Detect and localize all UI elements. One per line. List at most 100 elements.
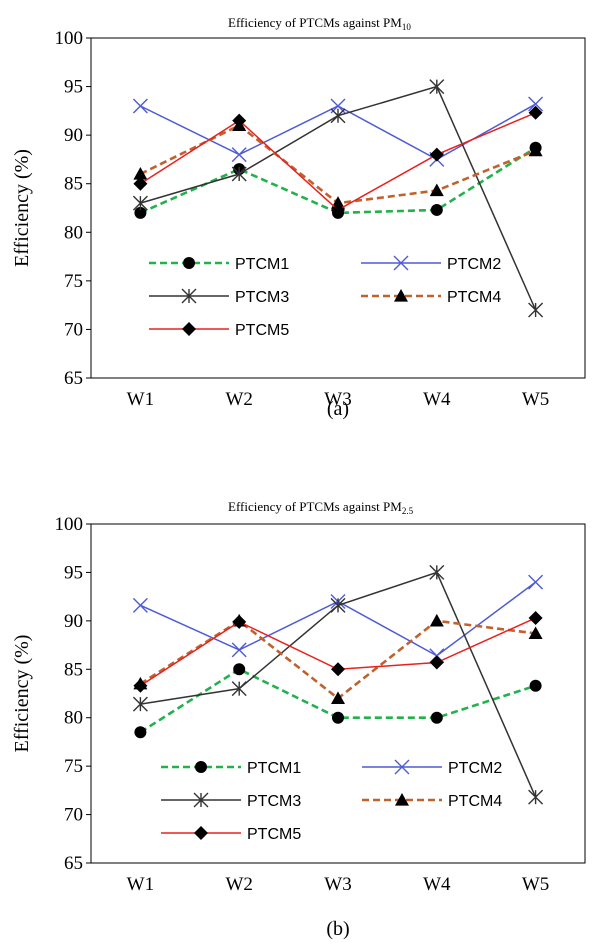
data-point <box>232 113 247 128</box>
legend: PTCM1 PTCM2 PTCM3 PTCM4 PTCM5 <box>161 759 502 843</box>
y-tick-label: 100 <box>55 514 84 535</box>
legend-label: PTCM1 <box>247 760 301 777</box>
chart-a: Efficiency of PTCMs against PM10 65 70 75 80… <box>11 15 586 420</box>
chart-title-main: Efficiency of PTCMs against PM <box>228 499 402 514</box>
y-tick-label: 95 <box>64 77 83 98</box>
x-tick-label: W1 <box>127 389 154 410</box>
y-tick-label: 95 <box>64 562 83 583</box>
y-tick-label: 75 <box>64 756 83 777</box>
data-point <box>134 206 147 219</box>
legend-label: PTCM5 <box>235 322 289 339</box>
data-point <box>132 98 148 114</box>
data-point <box>528 610 543 625</box>
plot-frame <box>90 37 586 379</box>
legend-item: PTCM2 <box>361 255 501 273</box>
y-tick-label: 80 <box>64 708 83 729</box>
legend-marker <box>393 255 409 271</box>
legend-marker <box>182 322 196 336</box>
data-point <box>133 167 148 180</box>
legend-label: PTCM5 <box>247 826 301 843</box>
x-tick-label: W5 <box>522 874 549 895</box>
chart-title: Efficiency of PTCMs against PM10 <box>228 15 411 32</box>
chart-b: Efficiency of PTCMs against PM2.5 65 70 75 8… <box>11 499 586 940</box>
plot-frame <box>90 523 586 864</box>
data-point <box>528 626 543 640</box>
legend-item: PTCM4 <box>361 289 501 306</box>
y-tick-label: 90 <box>64 611 83 632</box>
legend-label: PTCM2 <box>448 760 502 777</box>
y-tick-label: 65 <box>64 853 83 874</box>
legend-item: PTCM5 <box>161 826 301 843</box>
data-point <box>132 597 148 613</box>
series-line <box>139 667 537 734</box>
data-point <box>133 176 148 191</box>
series-line <box>139 112 536 211</box>
data-point <box>231 642 247 658</box>
y-tick-label: 70 <box>64 805 83 826</box>
legend-marker <box>195 761 207 773</box>
chart-title-subscript: 2.5 <box>402 506 414 516</box>
legend-item: PTCM2 <box>362 759 502 777</box>
data-point <box>528 96 544 112</box>
legend: PTCM1 PTCM2 PTCM3 PTCM4 PTCM5 <box>149 255 501 339</box>
data-point <box>429 183 444 197</box>
legend-marker <box>394 759 410 775</box>
data-point <box>528 143 543 157</box>
y-tick-label: 90 <box>64 125 83 146</box>
data-point <box>429 147 444 162</box>
y-tick-label: 100 <box>55 28 84 49</box>
y-tick-label: 75 <box>64 271 83 292</box>
series-ptcm2 <box>132 574 544 664</box>
data-point <box>331 202 345 217</box>
data-point <box>528 105 543 120</box>
x-tick-label: W4 <box>423 389 451 410</box>
data-point <box>231 681 247 697</box>
chart-title-main: Efficiency of PTCMs against PM <box>228 15 402 30</box>
x-tick-label: W2 <box>225 874 252 895</box>
y-tick-label: 80 <box>64 222 83 243</box>
legend-marker <box>395 793 409 806</box>
legend-item: PTCM4 <box>362 793 502 810</box>
y-tick-label: 70 <box>64 319 83 340</box>
data-point <box>528 574 544 590</box>
data-point <box>429 655 444 670</box>
data-point <box>330 108 346 124</box>
series-ptcm2 <box>132 96 544 167</box>
data-point <box>132 696 148 712</box>
x-tick-label: W3 <box>324 389 351 410</box>
data-point <box>232 614 247 629</box>
data-point <box>429 79 445 95</box>
x-tick-label: W1 <box>127 874 154 895</box>
legend-item: PTCM1 <box>149 256 289 273</box>
data-point <box>132 195 148 211</box>
data-point <box>331 691 345 704</box>
legend-marker <box>194 826 208 840</box>
legend-marker <box>394 289 408 302</box>
y-axis-label: Efficiency (%) <box>11 635 33 753</box>
legend-label: PTCM1 <box>235 256 289 273</box>
data-point <box>133 678 148 693</box>
legend-item: PTCM5 <box>149 322 289 339</box>
legend-item: PTCM3 <box>149 288 289 306</box>
legend-label: PTCM2 <box>447 256 501 273</box>
legend-label: PTCM4 <box>447 289 501 306</box>
x-tick-label: W3 <box>324 874 351 895</box>
data-point <box>429 564 445 580</box>
legend-label: PTCM3 <box>235 289 289 306</box>
data-point <box>430 203 443 216</box>
chart-caption: (a) <box>327 398 349 420</box>
chart-title: Efficiency of PTCMs against PM2.5 <box>228 499 414 516</box>
data-point <box>529 679 542 692</box>
legend-marker <box>183 257 195 269</box>
data-point <box>528 302 544 318</box>
data-point <box>330 597 346 613</box>
y-tick-label: 85 <box>64 174 83 195</box>
chart-title-subscript: 10 <box>402 22 412 32</box>
series-ptcm3 <box>132 79 544 318</box>
data-point <box>430 711 443 724</box>
series-ptcm4 <box>133 613 543 704</box>
data-point <box>528 789 544 805</box>
chart-caption: (b) <box>326 918 349 940</box>
data-point <box>231 147 247 163</box>
